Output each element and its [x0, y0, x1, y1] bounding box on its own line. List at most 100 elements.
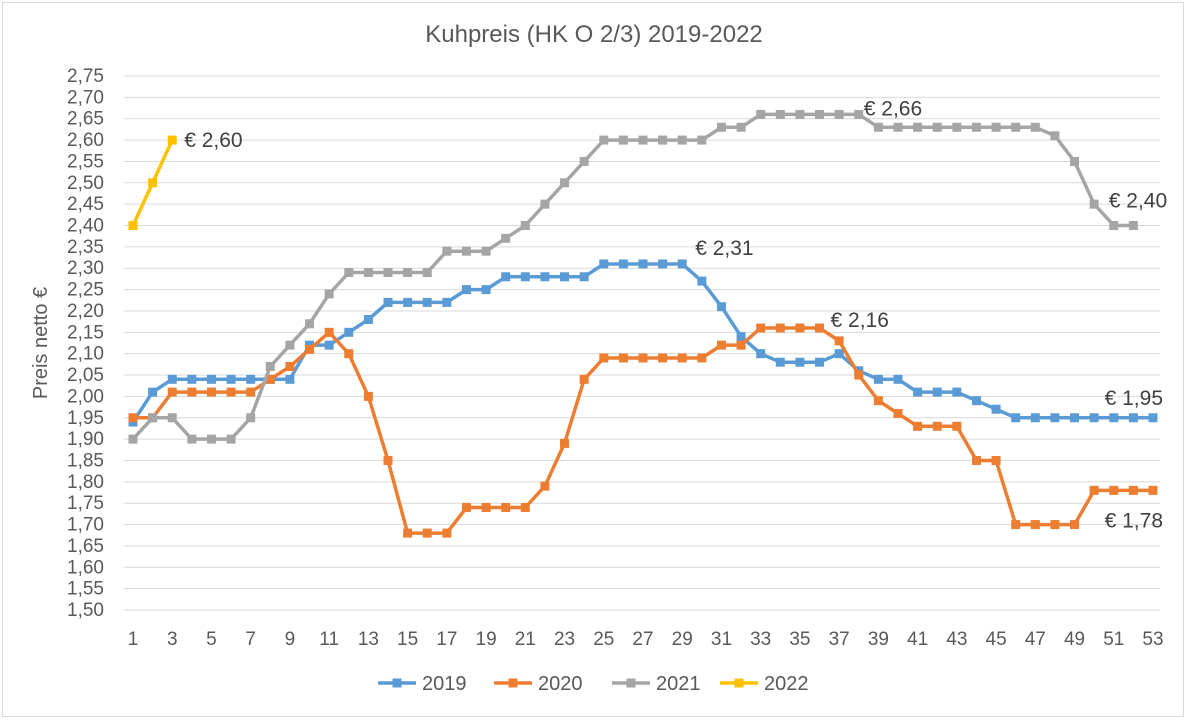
data-point — [1070, 520, 1080, 530]
data-point — [1030, 122, 1040, 132]
x-tick-label: 15 — [397, 629, 418, 650]
data-point — [324, 289, 334, 299]
y-tick-label: 1,55 — [67, 579, 104, 600]
data-point — [481, 502, 491, 512]
data-point — [422, 528, 432, 538]
data-point — [246, 374, 256, 384]
data-point — [1128, 485, 1138, 495]
data-point — [363, 391, 373, 401]
legend-label: 2022 — [764, 673, 809, 695]
x-tick-label: 33 — [750, 629, 771, 650]
x-axis-ticks: 1 3 5 7 9 11 13 15 17 19 21 23 25 27 29 31 33 35 37 39 41 43 4… — [128, 629, 1164, 650]
y-tick-label: 2,40 — [67, 216, 104, 237]
data-point — [1030, 520, 1040, 530]
data-point — [285, 374, 295, 384]
x-tick-label: 3 — [167, 629, 178, 650]
legend-marker — [734, 678, 744, 688]
data-point — [187, 374, 197, 384]
x-tick-label: 27 — [632, 629, 653, 650]
series-2022 — [128, 135, 177, 231]
data-point — [560, 272, 570, 282]
data-point — [226, 374, 236, 384]
x-tick-label: 31 — [711, 629, 732, 650]
data-point — [579, 272, 589, 282]
data-point — [579, 374, 589, 384]
data-point — [442, 297, 452, 307]
data-point — [599, 259, 609, 269]
y-tick-label: 1,50 — [67, 600, 104, 621]
legend-label: 2019 — [422, 673, 467, 695]
data-point — [148, 387, 158, 397]
data-point — [756, 109, 766, 119]
data-point — [834, 336, 844, 346]
data-point — [520, 272, 530, 282]
data-point — [599, 135, 609, 145]
data-point — [383, 455, 393, 465]
x-tick-label: 35 — [789, 629, 810, 650]
y-tick-label: 2,45 — [67, 194, 104, 215]
data-point — [1128, 221, 1138, 231]
y-tick-label: 2,75 — [67, 66, 104, 87]
data-point — [618, 353, 628, 363]
data-point — [265, 374, 275, 384]
data-label: € 1,95 — [1105, 387, 1163, 410]
legend-item-2022: 2022 — [720, 673, 809, 695]
series-2019 — [128, 259, 1158, 427]
data-point — [873, 374, 883, 384]
data-point — [991, 404, 1001, 414]
data-point — [422, 268, 432, 278]
data-label: € 2,40 — [1109, 190, 1167, 213]
x-tick-label: 11 — [319, 629, 339, 650]
y-tick-label: 2,55 — [67, 151, 104, 172]
data-point — [128, 434, 138, 444]
data-point — [1070, 413, 1080, 423]
x-tick-label: 21 — [515, 629, 536, 650]
data-point — [952, 122, 962, 132]
y-tick-label: 2,35 — [67, 237, 104, 258]
legend-marker — [508, 678, 518, 688]
data-point — [952, 387, 962, 397]
data-point — [461, 502, 471, 512]
data-point — [1148, 413, 1158, 423]
data-point — [618, 135, 628, 145]
data-point — [618, 259, 628, 269]
data-point — [422, 297, 432, 307]
data-point — [932, 421, 942, 431]
data-point — [324, 340, 334, 350]
data-point — [1050, 413, 1060, 423]
x-tick-label: 53 — [1142, 629, 1163, 650]
data-point — [1030, 413, 1040, 423]
data-point — [1011, 520, 1021, 530]
y-tick-label: 1,60 — [67, 557, 104, 578]
data-point — [206, 374, 216, 384]
legend-marker — [626, 678, 636, 688]
data-point — [1089, 413, 1099, 423]
series-line-2021 — [131, 112, 1134, 441]
x-tick-label: 51 — [1103, 629, 1124, 650]
y-axis-ticks: 1,501,551,601,651,701,751,801,851,901,95… — [67, 66, 104, 621]
data-point — [716, 340, 726, 350]
data-point — [638, 353, 648, 363]
data-point — [461, 285, 471, 295]
data-point — [540, 199, 550, 209]
data-point — [1109, 485, 1119, 495]
data-point — [344, 327, 354, 337]
data-point — [697, 135, 707, 145]
data-point — [736, 122, 746, 132]
data-point — [481, 246, 491, 256]
data-point — [265, 361, 275, 371]
data-point — [677, 353, 687, 363]
data-point — [736, 332, 746, 342]
y-tick-label: 2,50 — [67, 173, 104, 194]
series-2020 — [128, 323, 1158, 538]
data-point — [579, 156, 589, 166]
data-point — [1128, 413, 1138, 423]
data-point — [1089, 485, 1099, 495]
data-point — [775, 357, 785, 367]
data-point — [815, 357, 825, 367]
data-point — [971, 122, 981, 132]
data-label: € 2,31 — [695, 237, 753, 260]
x-tick-label: 19 — [476, 629, 497, 650]
data-point — [403, 297, 413, 307]
